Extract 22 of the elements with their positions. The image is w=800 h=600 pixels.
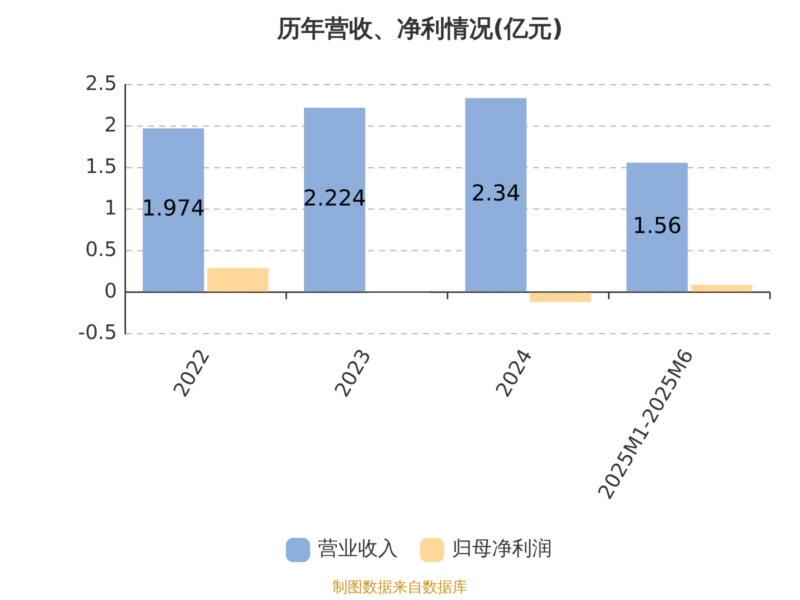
text: 制图数据来自数据库	[332, 578, 468, 596]
data-label: 2.34	[471, 182, 520, 207]
y-tick-label: 0.5	[85, 236, 118, 261]
data-label: 1.974	[142, 196, 205, 222]
bar	[626, 162, 688, 292]
y-tick-label: -0.5	[78, 320, 118, 344]
bar	[690, 284, 752, 292]
bar	[304, 108, 366, 292]
bar	[142, 128, 204, 292]
legend-label: 营业收入	[318, 536, 398, 560]
y-tick-label: 2.5	[85, 71, 118, 96]
data-label: 1.56	[632, 214, 682, 239]
bar	[207, 268, 269, 292]
y-tick-label: 2	[104, 112, 118, 136]
bar	[530, 292, 592, 302]
data-label: 2.224	[303, 186, 366, 212]
chart-title: 历年营收、净利情况(亿元)	[276, 14, 563, 43]
y-tick-label: 1	[104, 195, 118, 220]
bar	[465, 98, 527, 292]
y-tick-label: 1.5	[85, 154, 118, 178]
legend-label: 归母净利润	[452, 536, 552, 560]
y-tick-label: 0	[104, 278, 118, 302]
